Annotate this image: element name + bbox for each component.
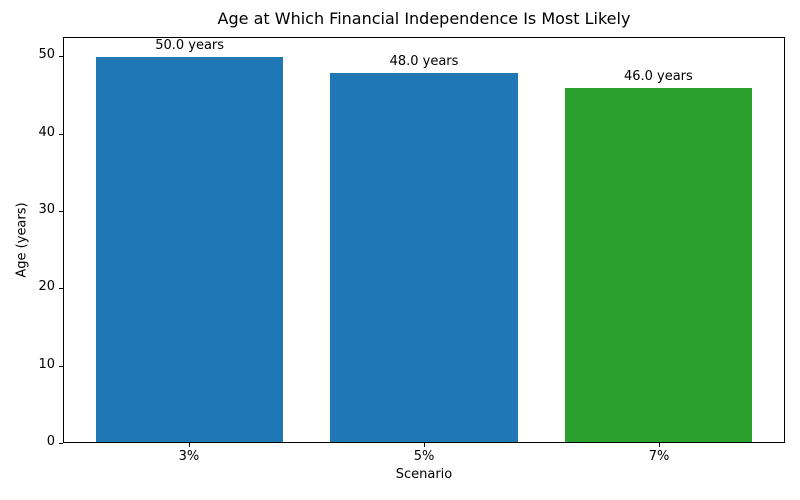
bar [95,57,284,442]
bar-value-label: 46.0 years [623,69,693,85]
y-tick-mark [59,211,63,212]
x-tick-mark [188,443,190,447]
x-axis-label: Scenario [395,467,453,482]
x-tick-label: 3% [178,449,200,464]
y-tick-mark [59,288,63,290]
y-tick-label: 30 [38,202,55,217]
x-tick-mark [424,443,425,447]
y-tick-label: 50 [38,47,55,63]
bar [330,72,518,442]
chart-title: Age at Which Financial Independence Is M… [217,9,631,28]
y-tick-mark [59,443,63,444]
x-tick-label: 7% [648,449,670,464]
bar [564,88,753,442]
bar-value-label: 48.0 years [389,53,459,69]
y-tick-mark [59,365,63,367]
y-tick-label: 10 [38,356,55,372]
plot-area: 50.0 years 48.0 years 46.0 years [63,37,785,443]
bar-value-label: 50.0 years [155,38,225,54]
x-tick-label: 5% [413,449,435,464]
y-tick-mark [59,56,63,58]
y-tick-label: 40 [38,124,55,140]
y-tick-mark [59,133,63,135]
x-tick-mark [659,443,661,447]
y-tick-label: 20 [38,279,55,295]
y-tick-label: 0 [46,434,55,449]
